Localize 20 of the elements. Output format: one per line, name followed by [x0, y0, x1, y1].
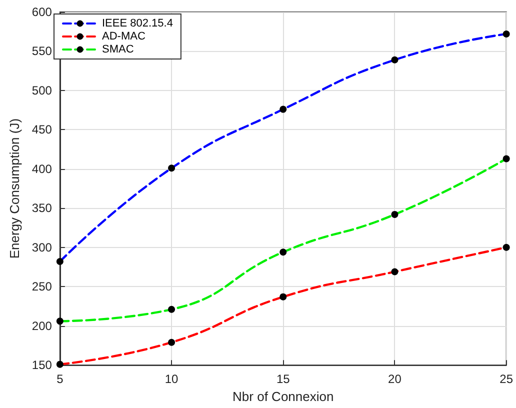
y-tick-label: 450: [32, 122, 52, 137]
legend-label: SMAC: [102, 44, 134, 56]
y-tick-label: 300: [32, 240, 52, 254]
y-tick-label: 250: [32, 280, 52, 294]
y-tick-label: 400: [32, 162, 52, 176]
y-tick-label: 200: [32, 318, 52, 333]
y-tick-label: 600: [32, 5, 52, 19]
legend-label: AD-MAC: [102, 30, 146, 42]
x-tick-label: 25: [500, 372, 514, 386]
x-axis-title: Nbr of Connexion: [232, 389, 334, 404]
y-tick-label: 550: [32, 44, 52, 58]
x-tick-label: 10: [164, 372, 179, 386]
y-tick-label: 150: [32, 358, 52, 372]
y-axis-title: Energy Consumption (J): [7, 118, 22, 259]
y-tick-label: 500: [32, 83, 52, 98]
x-tick-label: 5: [56, 372, 64, 386]
x-tick-label: 20: [388, 372, 402, 386]
y-tick-label: 350: [32, 201, 52, 216]
legend-label: IEEE 802.15.4: [102, 18, 173, 30]
x-tick-label: 15: [276, 372, 290, 386]
